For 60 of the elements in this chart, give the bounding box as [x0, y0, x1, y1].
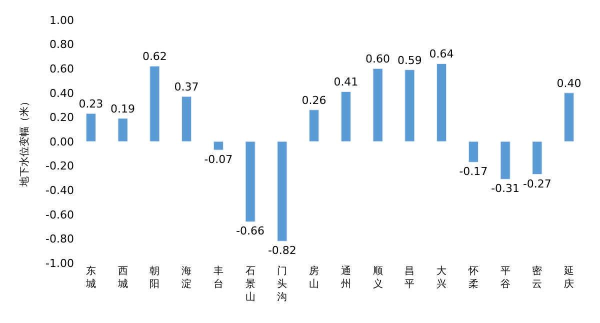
data-label: 0.59	[397, 54, 422, 67]
data-label: -0.66	[236, 224, 265, 238]
y-tick-label: 0.20	[50, 111, 74, 124]
bar	[564, 92, 574, 142]
y-tick-label: 0.80	[50, 38, 74, 52]
bar	[468, 141, 478, 162]
bar	[150, 66, 160, 142]
bar	[372, 68, 383, 142]
x-tick-label: 房山	[309, 265, 320, 290]
y-tick-label: -1.00	[46, 256, 74, 270]
y-tick-label: 1.00	[50, 14, 74, 27]
bar	[500, 141, 510, 180]
data-label: -0.07	[204, 153, 233, 166]
x-tick-label: 平谷	[500, 266, 510, 290]
bar	[213, 141, 224, 150]
bar	[436, 63, 447, 142]
x-tick-label: 顺义	[372, 266, 383, 290]
bar	[245, 141, 256, 222]
y-tick-label: -0.40	[46, 184, 74, 197]
x-tick-label: 密云	[532, 265, 542, 290]
x-tick-label: 海淀	[182, 265, 192, 290]
bar	[404, 70, 415, 142]
bar	[277, 141, 288, 242]
data-label: 0.64	[429, 48, 454, 61]
x-tick-label: 昌平	[404, 266, 415, 290]
x-tick-label: 西城	[116, 266, 128, 290]
x-tick-label: 延庆	[563, 265, 574, 290]
bar	[118, 118, 128, 142]
data-label: 0.60	[366, 52, 390, 66]
y-axis-title: 地下水位变幅（米）	[18, 96, 31, 188]
x-tick-label: 门头沟	[277, 265, 288, 303]
data-label: 0.62	[142, 50, 167, 64]
x-tick-label: 朝阳	[150, 265, 160, 290]
y-tick-label: 0.40	[50, 86, 74, 100]
y-tick-label: -0.20	[46, 160, 74, 173]
data-label: 0.37	[174, 80, 199, 94]
y-tick-label: 0.60	[50, 62, 74, 76]
bar	[340, 91, 351, 142]
x-tick-label: 丰台	[213, 265, 224, 290]
bar	[309, 110, 320, 142]
y-tick-label: -0.80	[46, 232, 74, 246]
data-label: -0.82	[268, 244, 296, 258]
data-label: 0.26	[302, 94, 326, 107]
bar	[532, 141, 542, 175]
data-label: 0.23	[78, 98, 104, 111]
bar	[182, 96, 192, 142]
data-label: 0.41	[334, 76, 358, 89]
y-tick-label: 0.00	[50, 135, 74, 148]
x-tick-label: 怀柔	[467, 265, 478, 290]
bar	[86, 113, 96, 142]
x-tick-label: 大兴	[436, 265, 447, 290]
x-tick-label: 东城	[84, 265, 96, 290]
x-tick-label: 石景山	[245, 266, 256, 303]
data-label: -0.27	[522, 177, 552, 190]
data-label: -0.17	[459, 165, 488, 178]
data-label: 0.40	[556, 76, 582, 90]
y-tick-label: -0.60	[46, 208, 74, 222]
data-label: 0.19	[110, 102, 136, 116]
x-tick-label: 通州	[340, 265, 351, 290]
data-label: -0.31	[491, 182, 520, 196]
